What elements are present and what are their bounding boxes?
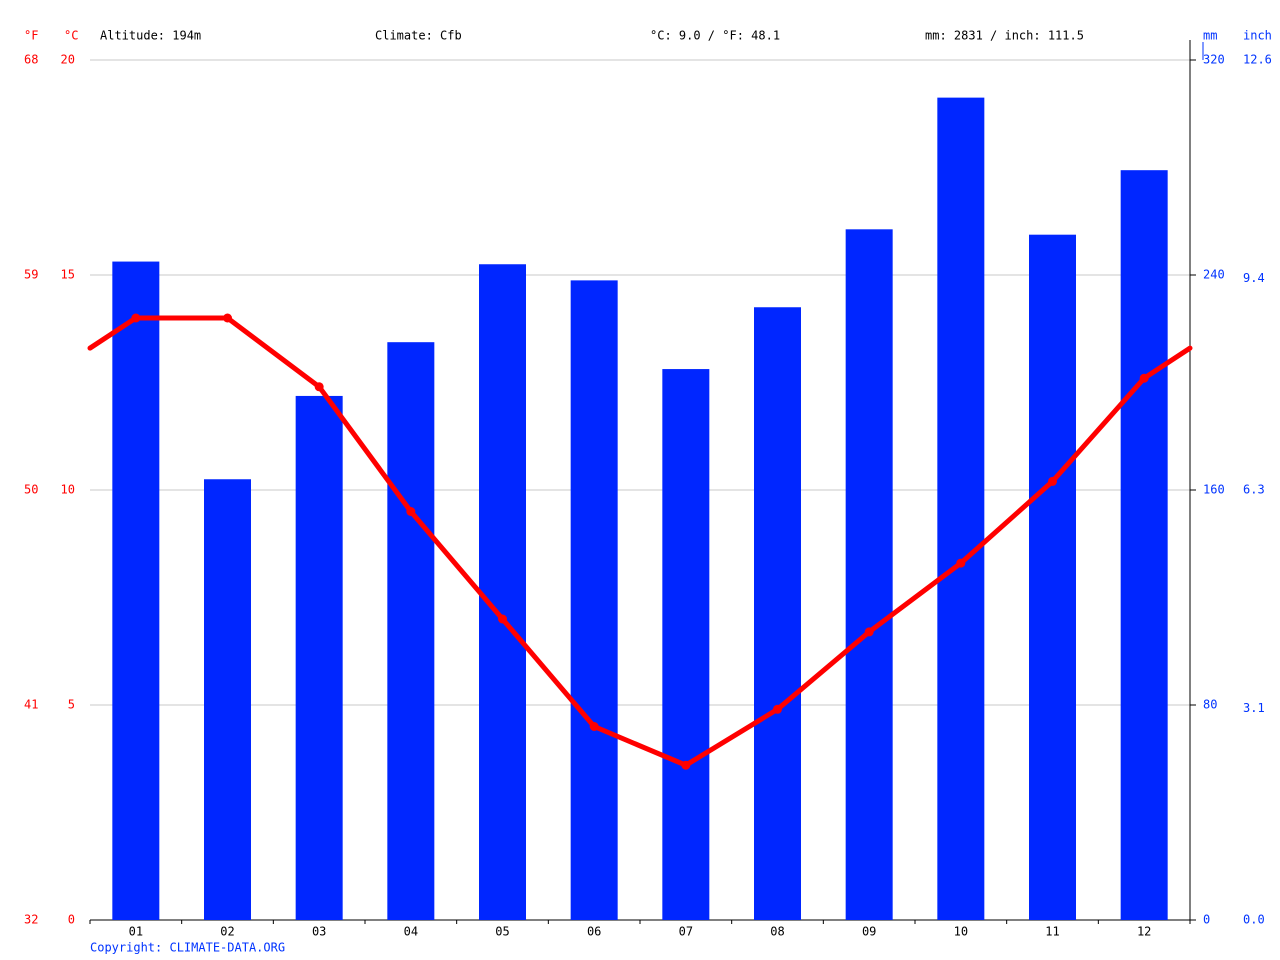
f-tick-label: 50 bbox=[24, 483, 38, 497]
x-tick-label: 11 bbox=[1045, 925, 1059, 939]
header-info: mm: 2831 / inch: 111.5 bbox=[925, 29, 1084, 43]
c-tick-label: 20 bbox=[61, 53, 75, 67]
x-tick-label: 02 bbox=[220, 925, 234, 939]
inch-tick-label: 0.0 bbox=[1243, 913, 1265, 927]
temperature-point bbox=[406, 507, 416, 516]
c-tick-label: 5 bbox=[68, 698, 75, 712]
f-tick-label: 59 bbox=[24, 268, 38, 282]
temperature-point bbox=[864, 627, 874, 637]
temperature-point bbox=[773, 704, 782, 714]
mm-tick-label: 240 bbox=[1203, 268, 1225, 282]
inch-tick-label: 3.1 bbox=[1243, 701, 1265, 715]
x-tick-label: 09 bbox=[862, 925, 876, 939]
c-axis-label: °C bbox=[64, 29, 78, 43]
temperature-point bbox=[131, 313, 141, 323]
x-tick-label: 01 bbox=[129, 925, 143, 939]
precipitation-bar bbox=[479, 264, 526, 920]
x-tick-label: 04 bbox=[404, 925, 418, 939]
precipitation-bar bbox=[112, 261, 160, 920]
mm-tick-label: 0 bbox=[1203, 913, 1210, 927]
inch-axis-label: inch bbox=[1243, 29, 1272, 43]
mm-axis-label: mm bbox=[1203, 29, 1217, 43]
c-tick-label: 15 bbox=[61, 268, 75, 282]
x-tick-label: 10 bbox=[954, 925, 968, 939]
precipitation-bar bbox=[204, 479, 251, 920]
precipitation-bar bbox=[570, 280, 618, 920]
copyright: Copyright: CLIMATE-DATA.ORG bbox=[90, 941, 285, 955]
line-wrap bbox=[87, 315, 139, 351]
header-info: Altitude: 194m bbox=[100, 29, 201, 43]
line-wrap bbox=[1141, 345, 1193, 381]
temperature-point bbox=[956, 558, 966, 568]
x-tick-label: 08 bbox=[770, 925, 784, 939]
x-tick-label: 03 bbox=[312, 925, 326, 939]
temperature-point bbox=[589, 722, 599, 731]
f-tick-label: 41 bbox=[24, 698, 38, 712]
mm-tick-label: 160 bbox=[1203, 483, 1225, 497]
inch-tick-label: 6.3 bbox=[1243, 483, 1265, 497]
header-info: °C: 9.0 / °F: 48.1 bbox=[650, 29, 780, 43]
x-tick-label: 06 bbox=[587, 925, 601, 939]
c-tick-label: 0 bbox=[68, 913, 75, 927]
precipitation-bar bbox=[845, 229, 893, 920]
temperature-point bbox=[498, 614, 507, 624]
mm-tick-label: 80 bbox=[1203, 698, 1217, 712]
c-tick-label: 10 bbox=[61, 483, 75, 497]
temperature-point bbox=[1139, 373, 1149, 383]
inch-tick-label: 9.4 bbox=[1243, 271, 1265, 285]
x-tick-label: 07 bbox=[679, 925, 693, 939]
precipitation-bar bbox=[754, 307, 801, 920]
precipitation-bar bbox=[295, 395, 343, 920]
f-axis-label: °F bbox=[24, 29, 38, 43]
temperature-point bbox=[223, 313, 232, 323]
precipitation-bar bbox=[937, 97, 985, 920]
precipitation-bar bbox=[1029, 234, 1076, 920]
header-info: Climate: Cfb bbox=[375, 29, 462, 43]
temperature-point bbox=[681, 760, 691, 770]
x-tick-label: 05 bbox=[495, 925, 509, 939]
temperature-point bbox=[1048, 476, 1057, 486]
x-tick-label: 12 bbox=[1137, 925, 1151, 939]
mm-tick-label: 320 bbox=[1203, 53, 1225, 67]
temperature-point bbox=[314, 382, 324, 392]
precipitation-bar bbox=[387, 342, 435, 920]
precipitation-bar bbox=[662, 369, 710, 920]
temperature-line bbox=[135, 315, 1147, 768]
inch-tick-label: 12.6 bbox=[1243, 53, 1272, 67]
precipitation-bar bbox=[1120, 170, 1168, 920]
f-tick-label: 32 bbox=[24, 913, 38, 927]
f-tick-label: 68 bbox=[24, 53, 38, 67]
